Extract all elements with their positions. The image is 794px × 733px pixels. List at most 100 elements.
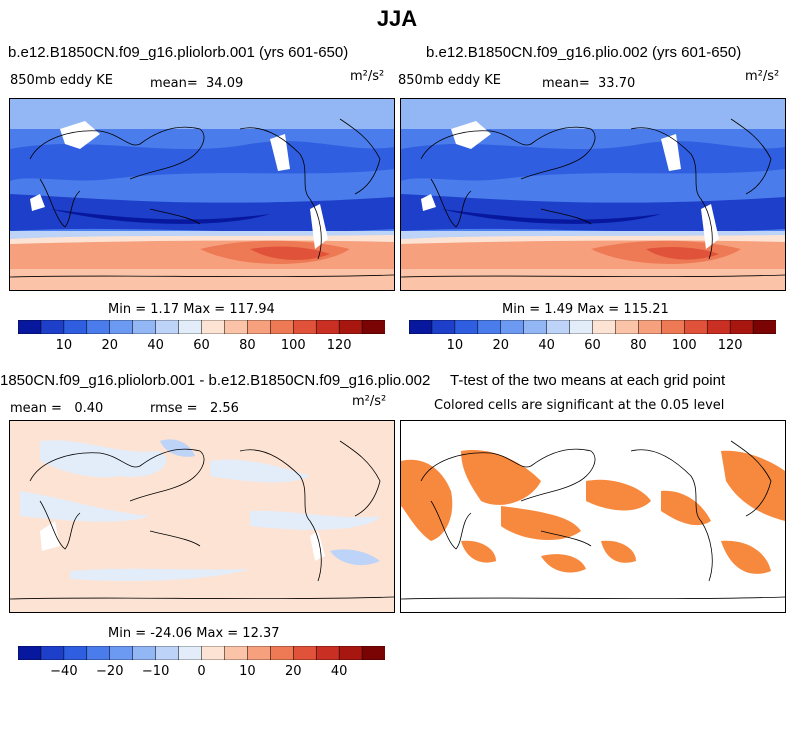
colorbar-abs-left-tick-label: 80 bbox=[239, 338, 256, 353]
colorbar-abs-right-swatch bbox=[500, 319, 525, 335]
colorbar-diff-swatch bbox=[178, 645, 203, 661]
colorbar-abs-left-swatch bbox=[315, 319, 340, 335]
panel4-field bbox=[401, 421, 785, 612]
panel3-mean-value: 0.40 bbox=[74, 401, 104, 416]
colorbar-diff-tick-label: 10 bbox=[239, 664, 256, 679]
panel1-mean: mean= 34.09 bbox=[150, 76, 243, 91]
colorbar-abs-left-tick-label: 10 bbox=[55, 338, 73, 353]
colorbar-abs-left-tick-label: 40 bbox=[147, 338, 164, 353]
panel2-units: m²/s² bbox=[745, 69, 780, 84]
panel4-map bbox=[400, 420, 786, 613]
panel1-units: m²/s² bbox=[350, 69, 385, 84]
colorbar-abs-left-swatch bbox=[109, 319, 134, 335]
colorbar-abs-right-swatch bbox=[638, 319, 662, 335]
colorbar-diff-swatch bbox=[17, 645, 42, 661]
panel2-field bbox=[401, 99, 785, 290]
colorbar-abs-left-tick-label: 60 bbox=[193, 338, 210, 353]
panel3-title: 1850CN.f09_g16.pliolorb.001 - b.e12.B185… bbox=[0, 372, 431, 389]
colorbar-abs-right-tick-label: 100 bbox=[671, 338, 697, 353]
colorbar-diff-tick-label: 20 bbox=[284, 664, 302, 679]
colorbar-diff-swatches bbox=[17, 645, 386, 661]
panel3-stats: Min = -24.06 Max = 12.37 bbox=[108, 626, 280, 641]
colorbar-diff-tick-label: 0 bbox=[197, 664, 206, 679]
colorbar-abs-right-swatch bbox=[729, 319, 754, 335]
colorbar-abs-right-swatch bbox=[454, 319, 479, 335]
colorbar-abs-left-swatch bbox=[178, 319, 203, 335]
colorbar-abs-left: 10 20 40 60 80 100 120 bbox=[17, 319, 386, 360]
colorbar-abs-right-swatch bbox=[546, 319, 571, 335]
colorbar-abs-left-tick-label: 100 bbox=[280, 338, 306, 353]
panel1-map bbox=[9, 98, 395, 291]
panel2-mean-label: mean= bbox=[542, 76, 590, 91]
panel3-units: m²/s² bbox=[352, 394, 387, 409]
colorbar-diff-swatch bbox=[132, 645, 157, 661]
colorbar-abs-left-swatch bbox=[63, 319, 88, 335]
colorbar-abs-right-swatch bbox=[661, 319, 685, 335]
colorbar-abs-right-swatch bbox=[615, 319, 639, 335]
page-title: JJA bbox=[376, 6, 418, 31]
panel1-mean-label: mean= bbox=[150, 76, 198, 91]
panel3-map bbox=[9, 420, 395, 613]
colorbar-abs-left-swatch bbox=[155, 319, 180, 335]
colorbar-abs-left-swatch bbox=[201, 319, 225, 335]
panel2-variable: 850mb eddy KE bbox=[398, 73, 501, 88]
panel2-mean-value: 33.70 bbox=[598, 76, 636, 91]
panel1-variable: 850mb eddy KE bbox=[10, 73, 113, 88]
colorbar-diff-swatch bbox=[40, 645, 65, 661]
colorbar-diff-swatch bbox=[201, 645, 225, 661]
panel3-rmse-label: rmse = bbox=[150, 401, 198, 416]
colorbar-abs-right-tick-label: 10 bbox=[446, 338, 464, 353]
panel1-stats: Min = 1.17 Max = 117.94 bbox=[108, 302, 275, 317]
colorbar-abs-right: 10 20 40 60 80 100 120 bbox=[408, 319, 777, 360]
colorbar-abs-left-swatch bbox=[293, 319, 317, 335]
colorbar-abs-right-swatch bbox=[752, 319, 777, 335]
panel1-mean-value: 34.09 bbox=[206, 76, 244, 91]
colorbar-abs-right-swatch bbox=[408, 319, 433, 335]
colorbar-diff-tick-label: −40 bbox=[50, 664, 78, 679]
colorbar-diff-tick-label: 40 bbox=[330, 664, 348, 679]
colorbar-abs-left-swatch bbox=[17, 319, 42, 335]
colorbar-abs-left-swatch bbox=[338, 319, 363, 335]
colorbar-abs-right-tick-label: 20 bbox=[492, 338, 510, 353]
panel2-title: b.e12.B1850CN.f09_g16.plio.002 (yrs 601-… bbox=[426, 44, 742, 61]
panel3-rmse-value: 2.56 bbox=[209, 401, 239, 416]
colorbar-abs-right-swatches bbox=[408, 319, 777, 335]
colorbar-abs-left-swatch bbox=[361, 319, 386, 335]
panel3-mean-label: mean = bbox=[10, 401, 62, 416]
colorbar-abs-left-swatch bbox=[40, 319, 65, 335]
colorbar-abs-right-swatch bbox=[706, 319, 731, 335]
panel3-rmse: rmse = 2.56 bbox=[150, 401, 239, 416]
panel3-mean: mean = 0.40 bbox=[10, 401, 103, 416]
colorbar-abs-left-swatch bbox=[224, 319, 248, 335]
colorbar-diff-swatch bbox=[293, 645, 317, 661]
colorbar-abs-right-swatch bbox=[592, 319, 616, 335]
colorbar-diff-swatch bbox=[247, 645, 271, 661]
colorbar-abs-left-swatch bbox=[247, 319, 271, 335]
panel2-mean: mean= 33.70 bbox=[542, 76, 635, 91]
colorbar-diff-swatch bbox=[63, 645, 88, 661]
colorbar-diff-swatch bbox=[315, 645, 340, 661]
colorbar-abs-right-swatch bbox=[569, 319, 594, 335]
panel4-title: T-test of the two means at each grid poi… bbox=[450, 372, 726, 389]
colorbar-diff-swatch bbox=[270, 645, 294, 661]
colorbar-abs-right-tick-label: 60 bbox=[584, 338, 601, 353]
colorbar-diff-swatch bbox=[109, 645, 134, 661]
colorbar-diff-swatch bbox=[338, 645, 363, 661]
colorbar-abs-left-swatch bbox=[132, 319, 157, 335]
panel3-field bbox=[10, 421, 394, 612]
colorbar-abs-left-swatch bbox=[270, 319, 294, 335]
colorbar-diff-tick-label: −20 bbox=[96, 664, 124, 679]
colorbar-abs-right-swatch bbox=[523, 319, 548, 335]
panel4-subtitle: Colored cells are significant at the 0.0… bbox=[434, 398, 725, 413]
colorbar-diff-swatch bbox=[224, 645, 248, 661]
panel2-map bbox=[400, 98, 786, 291]
colorbar-abs-left-tick-label: 120 bbox=[326, 338, 352, 353]
colorbar-abs-right-tick-label: 80 bbox=[630, 338, 647, 353]
colorbar-abs-left-swatches bbox=[17, 319, 386, 335]
colorbar-diff-tick-label: −10 bbox=[141, 664, 170, 679]
colorbar-abs-right-tick-label: 120 bbox=[717, 338, 743, 353]
colorbar-abs-right-swatch bbox=[477, 319, 502, 335]
colorbar-diff: −40 −20 −10 0 10 20 40 bbox=[17, 645, 386, 686]
colorbar-abs-right-tick-label: 40 bbox=[538, 338, 555, 353]
colorbar-abs-right-swatch bbox=[431, 319, 456, 335]
